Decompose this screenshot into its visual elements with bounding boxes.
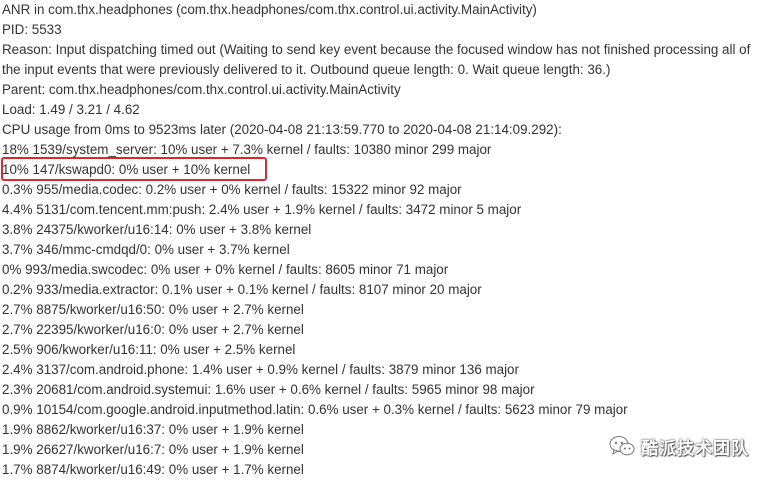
watermark: 酷派技术团队 xyxy=(609,432,749,460)
log-line: Reason: Input dispatching timed out (Wai… xyxy=(2,42,751,77)
log-line: ANR in com.thx.headphones (com.thx.headp… xyxy=(2,2,537,17)
log-line-highlighted: 10% 147/kswapd0: 0% user + 10% kernel xyxy=(2,162,251,177)
log-line: Parent: com.thx.headphones/com.thx.contr… xyxy=(2,82,401,97)
wechat-icon xyxy=(609,435,635,457)
log-line: Load: 1.49 / 3.21 / 4.62 xyxy=(2,102,140,117)
log-line: PID: 5533 xyxy=(2,22,62,37)
log-line: 2.7% 22395/kworker/u16:0: 0% user + 2.7%… xyxy=(2,322,304,337)
log-line: 0.9% 10154/com.google.android.inputmetho… xyxy=(2,402,628,417)
log-line: 2.7% 8875/kworker/u16:50: 0% user + 2.7%… xyxy=(2,302,304,317)
log-line: CPU usage from 0ms to 9523ms later (2020… xyxy=(2,122,562,137)
log-line: 2.4% 3137/com.android.phone: 1.4% user +… xyxy=(2,362,519,377)
log-line: 1.9% 26627/kworker/u16:7: 0% user + 1.9%… xyxy=(2,442,304,457)
log-line: 3.7% 346/mmc-cmdqd/0: 0% user + 3.7% ker… xyxy=(2,242,290,257)
watermark-text: 酷派技术团队 xyxy=(641,438,749,459)
log-line: 3.8% 24375/kworker/u16:14: 0% user + 3.8… xyxy=(2,222,312,237)
log-line: 0% 993/media.swcodec: 0% user + 0% kerne… xyxy=(2,262,449,277)
log-line: 1.7% 8874/kworker/u16:49: 0% user + 1.7%… xyxy=(2,462,304,477)
log-line: 2.3% 20681/com.android.systemui: 1.6% us… xyxy=(2,382,535,397)
log-line: 0.3% 955/media.codec: 0.2% user + 0% ker… xyxy=(2,182,462,197)
log-line: 0.2% 933/media.extractor: 0.1% user + 0.… xyxy=(2,282,482,297)
log-line: 18% 1539/system_server: 10% user + 7.3% … xyxy=(2,142,492,157)
log-line: 2.5% 906/kworker/u16:11: 0% user + 2.5% … xyxy=(2,342,296,357)
log-line: 1.9% 8862/kworker/u16:37: 0% user + 1.9%… xyxy=(2,422,304,437)
log-line: 4.4% 5131/com.tencent.mm:push: 2.4% user… xyxy=(2,202,522,217)
